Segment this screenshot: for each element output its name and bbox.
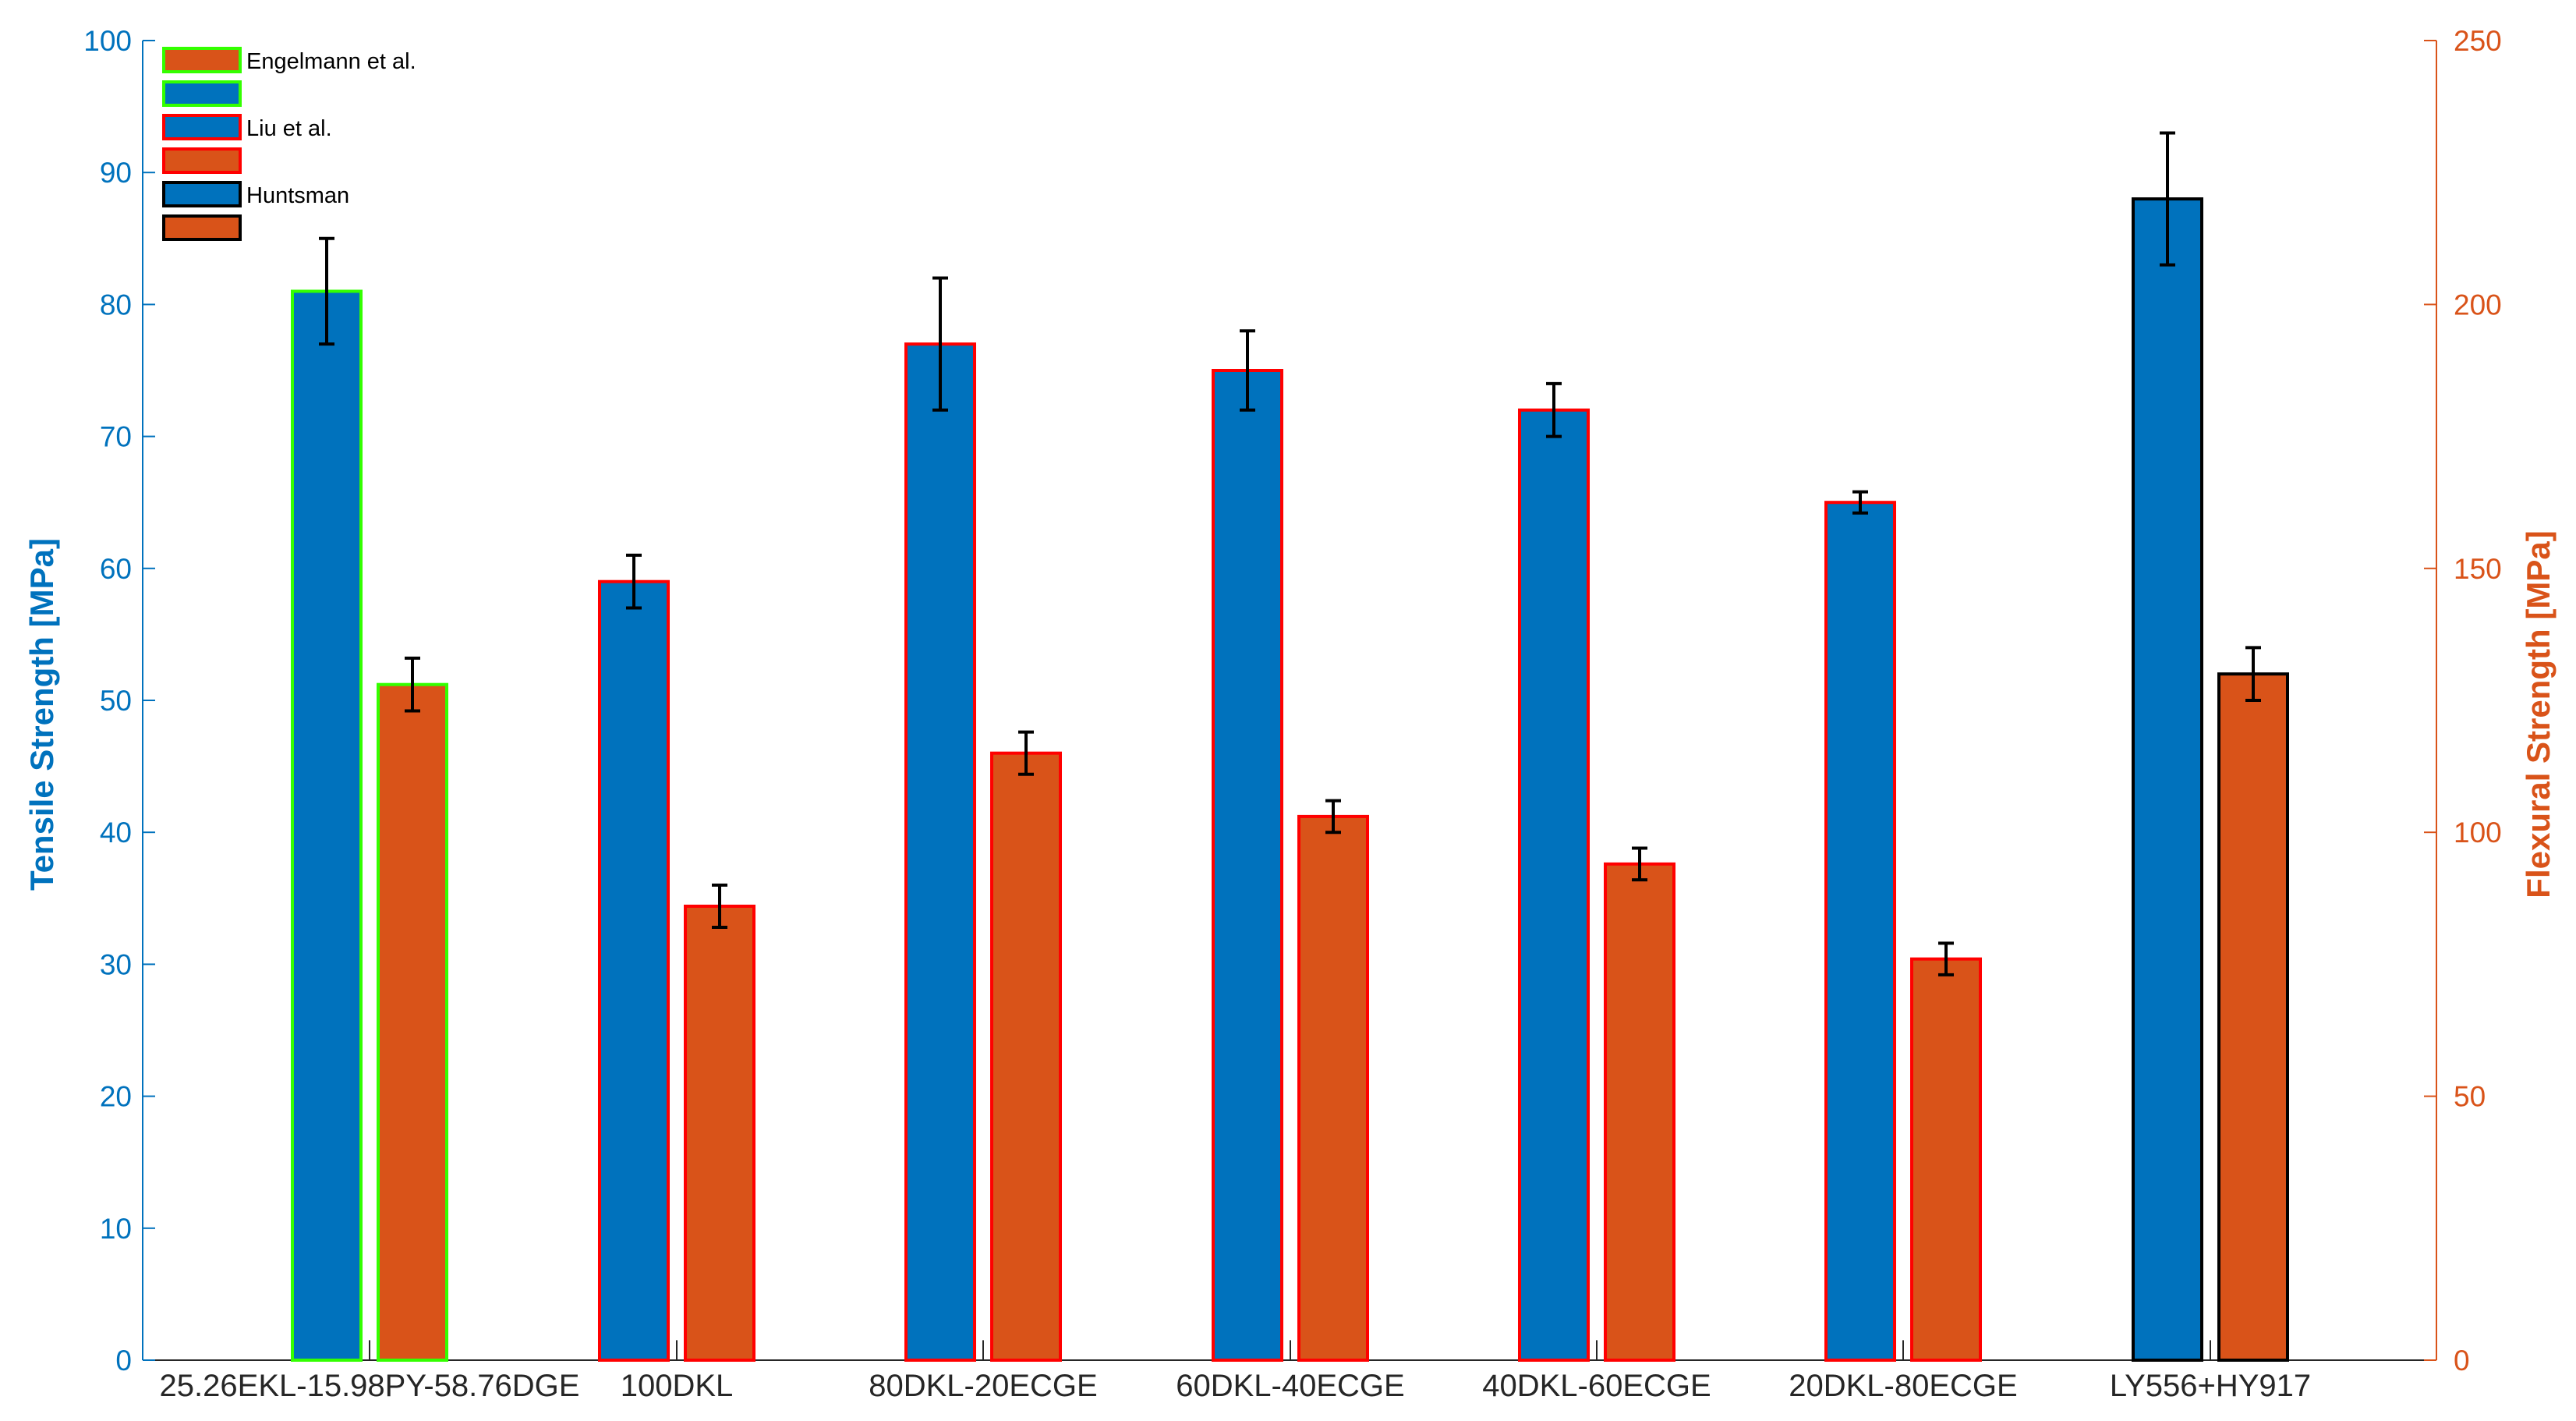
right-y-tick-label: 250: [2454, 25, 2502, 57]
tensile-bar: [1212, 369, 1283, 1362]
legend: Engelmann et al. Liu et al. Huntsman: [162, 47, 416, 241]
tensile-bar: [1518, 408, 1590, 1362]
x-tick-label: 40DKL-60ECGE: [1482, 1369, 1711, 1403]
x-tick-label: 60DKL-40ECGE: [1176, 1369, 1404, 1403]
error-bars: [319, 131, 2261, 976]
flexural-error-bar: [1325, 799, 1341, 835]
right-y-axis-label: Flexural Strength [MPa]: [2520, 530, 2557, 898]
x-tick-label: 25.26EKL-15.98PY-58.76DGE: [160, 1369, 580, 1403]
flexural-bar: [990, 751, 1062, 1362]
flexural-bar: [377, 682, 448, 1362]
x-tick-label: 100DKL: [621, 1369, 734, 1403]
legend-label: Liu et al.: [246, 116, 332, 141]
x-tick-label: 80DKL-20ECGE: [869, 1369, 1097, 1403]
left-y-tick-label: 30: [100, 948, 132, 980]
tensile-error-bar: [1546, 381, 1562, 438]
left-y-tick-label: 80: [100, 289, 132, 321]
flexural-error-bar: [1938, 941, 1954, 976]
tensile-error-bar: [1852, 490, 1868, 515]
left-y-tick-label: 20: [100, 1081, 132, 1113]
right-y-tick-label: 0: [2454, 1345, 2470, 1377]
tensile-bar: [904, 342, 976, 1362]
right-y-axis: 0 50 100 150 200 250: [2424, 25, 2502, 1377]
tensile-error-bar: [626, 553, 642, 610]
legend-swatch: [162, 147, 242, 174]
tensile-error-bar: [2160, 131, 2175, 267]
tensile-bar: [291, 289, 363, 1363]
flexural-error-bar: [405, 656, 420, 713]
flexural-bar: [2217, 672, 2289, 1362]
flexural-error-bar: [1018, 730, 1034, 776]
legend-swatch: [162, 214, 242, 241]
left-y-tick-label: 40: [100, 817, 132, 849]
left-y-tick-label: 10: [100, 1213, 132, 1245]
tensile-error-bar: [1240, 329, 1255, 412]
flexural-bar: [1297, 814, 1369, 1362]
x-axis: 25.26EKL-15.98PY-58.76DGE 100DKL 80DKL-20E…: [160, 1340, 2311, 1403]
right-y-tick-label: 100: [2454, 817, 2502, 849]
right-y-tick-label: 50: [2454, 1081, 2486, 1113]
left-y-axis: 0 10 20 30 40 50 60 70 80 90 100: [83, 25, 155, 1377]
legend-swatch: [162, 181, 242, 207]
left-y-tick-label: 0: [115, 1345, 132, 1377]
flexural-error-bar: [712, 883, 727, 930]
tensile-bar: [1824, 501, 1896, 1363]
legend-swatch: [162, 80, 242, 107]
flexural-bar: [684, 904, 755, 1362]
x-tick-label: 20DKL-80ECGE: [1789, 1369, 2017, 1403]
legend-swatch: [162, 114, 242, 140]
bars: [291, 197, 2289, 1363]
left-y-tick-label: 70: [100, 421, 132, 453]
tensile-error-bar: [319, 236, 334, 346]
left-y-tick-label: 90: [100, 157, 132, 189]
legend-label: Engelmann et al.: [246, 49, 416, 74]
tensile-error-bar: [932, 276, 948, 412]
tensile-bar: [598, 579, 670, 1362]
flexural-bar: [1604, 862, 1675, 1362]
flexural-error-bar: [1632, 846, 1647, 882]
tensile-bar: [2132, 197, 2203, 1362]
left-y-tick-label: 60: [100, 553, 132, 585]
x-tick-label: LY556+HY917: [2110, 1369, 2311, 1403]
flexural-bar: [1910, 957, 1982, 1362]
right-y-tick-label: 150: [2454, 553, 2502, 585]
plot-frame: [142, 41, 2437, 1361]
right-y-tick-label: 200: [2454, 289, 2502, 321]
left-y-tick-label: 100: [83, 25, 132, 57]
legend-swatch: [162, 47, 242, 73]
left-y-axis-label: Tensile Strength [MPa]: [23, 538, 60, 891]
flexural-error-bar: [2245, 646, 2261, 702]
legend-label: Huntsman: [246, 183, 349, 208]
left-y-tick-label: 50: [100, 685, 132, 717]
